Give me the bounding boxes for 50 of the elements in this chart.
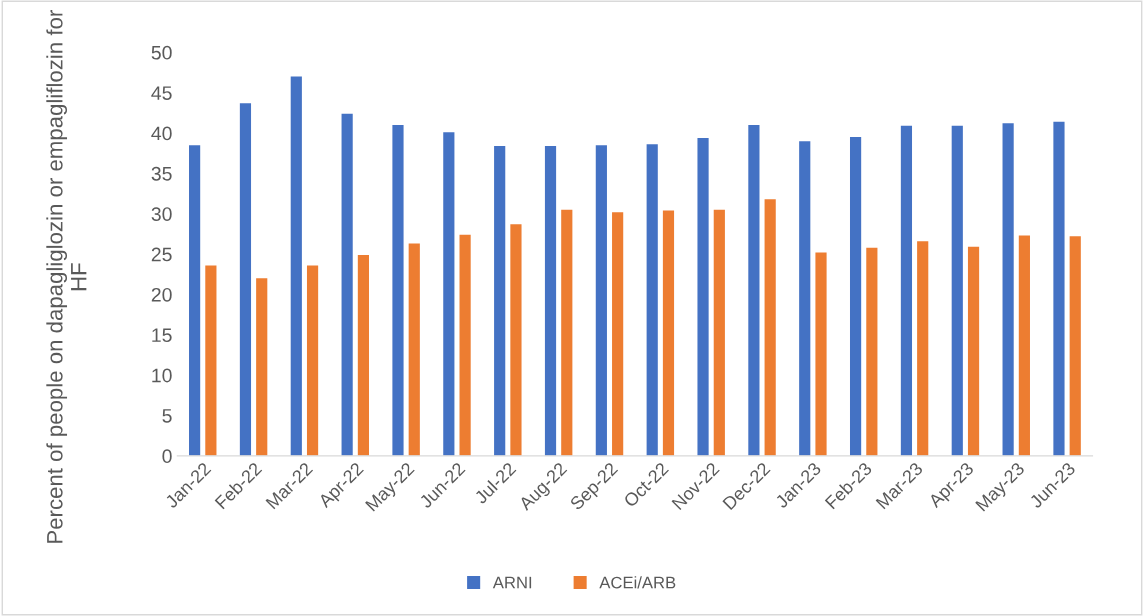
bar — [951, 125, 963, 456]
bar — [443, 132, 455, 456]
y-axis-title: Percent of people on dapagliglozin or empagliflozin for HF — [46, 10, 87, 543]
bar — [341, 113, 353, 456]
bar — [713, 209, 725, 456]
bar — [900, 125, 913, 456]
bar — [459, 234, 471, 456]
bar — [290, 76, 302, 456]
y-tick-label: 35 — [151, 166, 172, 181]
bar — [748, 124, 760, 456]
bar — [612, 212, 624, 456]
bar — [510, 224, 522, 456]
bar — [697, 137, 709, 456]
bar — [595, 145, 607, 456]
bar — [815, 252, 827, 456]
bar — [561, 209, 573, 456]
y-tick-label: 20 — [151, 287, 172, 302]
bar — [799, 141, 811, 456]
bar — [544, 145, 557, 456]
legend-label: ACEi/ARB — [599, 576, 676, 589]
y-tick-label: 25 — [151, 247, 172, 262]
legend-label: ARNI — [492, 576, 532, 589]
bar — [306, 265, 319, 456]
bar — [1018, 235, 1030, 456]
bar — [764, 199, 776, 456]
bar — [256, 278, 268, 456]
y-tick-label: 30 — [151, 207, 172, 221]
bar — [392, 124, 404, 456]
bar — [917, 241, 929, 456]
bar — [646, 144, 658, 456]
y-tick-label: 5 — [162, 409, 172, 423]
bar — [849, 137, 862, 456]
y-tick-label: 0 — [162, 449, 172, 464]
bar — [1002, 123, 1014, 456]
bar — [239, 103, 252, 456]
bar — [967, 246, 980, 456]
y-tick-label: 50 — [151, 45, 172, 60]
y-tick-label: 40 — [151, 126, 172, 141]
y-tick-label: 15 — [152, 328, 172, 343]
y-tick-label: 45 — [151, 86, 172, 100]
y-tick-label: 10 — [152, 368, 172, 383]
bar — [494, 145, 506, 456]
bar — [408, 243, 420, 456]
bar — [1053, 121, 1065, 456]
bar — [1069, 236, 1081, 456]
bar — [189, 145, 201, 456]
bar — [866, 247, 878, 456]
bar — [357, 254, 369, 456]
bar — [205, 265, 217, 456]
bar — [662, 210, 675, 456]
